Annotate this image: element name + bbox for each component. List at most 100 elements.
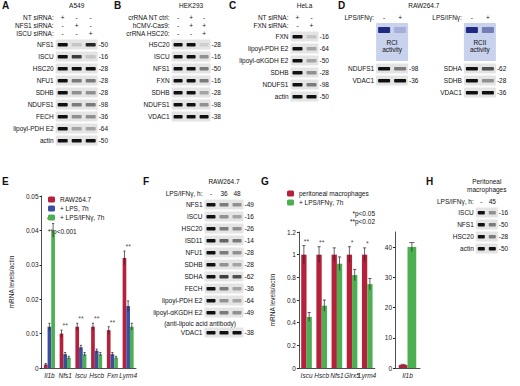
svg-text:Hscb: Hscb — [89, 372, 104, 379]
svg-text:-62: -62 — [245, 273, 255, 280]
svg-text:actin: actin — [275, 93, 289, 100]
svg-text:FECH: FECH — [36, 113, 54, 120]
svg-text:0.2: 0.2 — [287, 342, 296, 349]
svg-text:-16: -16 — [245, 213, 255, 220]
svg-text:RCII: RCII — [473, 39, 486, 46]
svg-text:-14: -14 — [245, 237, 255, 244]
svg-text:NFS1 siRNA:: NFS1 siRNA: — [15, 22, 54, 29]
svg-text:LPS/IFNγ:: LPS/IFNγ: — [344, 14, 374, 22]
svg-text:+ LPS/IFNγ, 7h: + LPS/IFNγ, 7h — [299, 199, 344, 207]
svg-text:Iscu: Iscu — [75, 372, 87, 379]
svg-text:-50: -50 — [320, 57, 330, 64]
svg-text:-49: -49 — [245, 201, 255, 208]
svg-text:40: 40 — [385, 244, 393, 251]
svg-text:NT siRNA:: NT siRNA: — [23, 14, 54, 21]
svg-text:-: - — [177, 22, 179, 29]
svg-text:NFS1: NFS1 — [153, 65, 170, 72]
svg-text:NT siRNA:: NT siRNA: — [258, 14, 289, 21]
svg-text:macrophages: macrophages — [467, 186, 507, 194]
svg-text:-98: -98 — [320, 81, 330, 88]
svg-text:-: - — [76, 30, 78, 37]
svg-text:-: - — [90, 22, 92, 29]
svg-text:LPS/IFNγ, h:: LPS/IFNγ, h: — [437, 198, 474, 206]
svg-text:-26: -26 — [245, 225, 255, 232]
svg-text:0.05: 0.05 — [26, 193, 39, 200]
svg-text:activity: activity — [382, 46, 403, 54]
svg-text:crRNA HSC20:: crRNA HSC20: — [126, 30, 170, 37]
svg-text:+: + — [202, 30, 206, 37]
svg-text:-16: -16 — [99, 53, 109, 60]
svg-text:+: + — [296, 14, 300, 21]
svg-text:-28: -28 — [320, 69, 330, 76]
svg-text:+: + — [189, 14, 193, 21]
svg-text:Peritoneal: Peritoneal — [472, 178, 502, 185]
svg-text:D: D — [338, 0, 345, 11]
svg-text:-: - — [210, 190, 212, 197]
svg-text:0.04: 0.04 — [26, 227, 39, 234]
svg-text:-50: -50 — [320, 93, 330, 100]
svg-text:+: + — [61, 14, 65, 21]
svg-text:SDHA: SDHA — [184, 273, 203, 280]
svg-text:SDHA: SDHA — [444, 65, 463, 72]
svg-text:0.01: 0.01 — [26, 330, 39, 337]
svg-text:NFS1: NFS1 — [186, 201, 203, 208]
svg-text:-: - — [471, 14, 473, 21]
svg-text:HSC20: HSC20 — [149, 41, 170, 48]
svg-text:VDAC1: VDAC1 — [440, 89, 462, 96]
svg-text:-28: -28 — [499, 233, 509, 240]
svg-text:-: - — [90, 14, 92, 21]
svg-text:-50: -50 — [499, 245, 509, 252]
svg-text:45: 45 — [489, 198, 497, 205]
svg-text:actin: actin — [460, 245, 474, 252]
svg-text:+: + — [398, 14, 402, 21]
svg-text:-28: -28 — [99, 65, 109, 72]
svg-text:**: ** — [110, 319, 116, 326]
svg-text:**: ** — [62, 322, 68, 329]
svg-text:lipoyl-PDH E2: lipoyl-PDH E2 — [162, 297, 203, 305]
svg-text:+ LPS, 7h: + LPS, 7h — [60, 205, 89, 212]
svg-text:10: 10 — [385, 334, 393, 341]
svg-text:-: - — [177, 30, 179, 37]
svg-text:-64: -64 — [99, 125, 109, 132]
svg-text:-16: -16 — [320, 33, 330, 40]
svg-text:20: 20 — [385, 304, 393, 311]
svg-text:RAW264.7: RAW264.7 — [60, 196, 92, 203]
svg-text:-28: -28 — [245, 249, 255, 256]
svg-text:SDHB: SDHB — [184, 261, 202, 268]
svg-text:0.03: 0.03 — [26, 261, 39, 268]
svg-text:activity: activity — [470, 46, 491, 54]
svg-text:0: 0 — [388, 365, 392, 372]
svg-text:ISCU: ISCU — [38, 53, 54, 60]
svg-text:FECH: FECH — [185, 285, 203, 292]
svg-text:Nfs1: Nfs1 — [58, 372, 72, 379]
svg-text:**: ** — [319, 239, 325, 246]
svg-text:1.2: 1.2 — [287, 229, 296, 236]
svg-text:36: 36 — [220, 190, 228, 197]
svg-text:LPS/IFNγ, h:: LPS/IFNγ, h: — [166, 190, 203, 198]
svg-text:NFU1: NFU1 — [37, 77, 54, 84]
svg-text:-16: -16 — [499, 209, 509, 216]
svg-text:RAW264.7: RAW264.7 — [408, 2, 440, 9]
svg-text:Iscu: Iscu — [301, 372, 313, 379]
svg-text:actin: actin — [40, 137, 54, 144]
svg-text:*: * — [351, 239, 354, 246]
svg-text:-38: -38 — [212, 113, 222, 120]
svg-text:lipoyl-PDH E2: lipoyl-PDH E2 — [248, 45, 289, 53]
svg-text:VDAC1: VDAC1 — [181, 329, 203, 336]
svg-text:(anti-lipoic acid antibody): (anti-lipoic acid antibody) — [164, 320, 236, 328]
svg-text:FXN: FXN — [276, 33, 289, 40]
svg-text:-: - — [296, 22, 298, 29]
svg-text:0.4: 0.4 — [287, 319, 296, 326]
svg-text:E: E — [2, 176, 9, 187]
svg-text:**p<0.02: **p<0.02 — [350, 218, 376, 226]
svg-text:-50: -50 — [99, 137, 109, 144]
svg-text:30: 30 — [385, 274, 393, 281]
svg-text:lipoyl-αKGDH E2: lipoyl-αKGDH E2 — [153, 309, 203, 317]
svg-text:-16: -16 — [212, 77, 222, 84]
svg-text:G: G — [261, 176, 269, 187]
svg-text:A549: A549 — [69, 2, 85, 9]
svg-text:SDHB: SDHB — [152, 89, 170, 96]
svg-text:+: + — [310, 22, 314, 29]
svg-text:1: 1 — [292, 251, 296, 258]
svg-text:LPS/IFNγ:: LPS/IFNγ: — [432, 14, 462, 22]
